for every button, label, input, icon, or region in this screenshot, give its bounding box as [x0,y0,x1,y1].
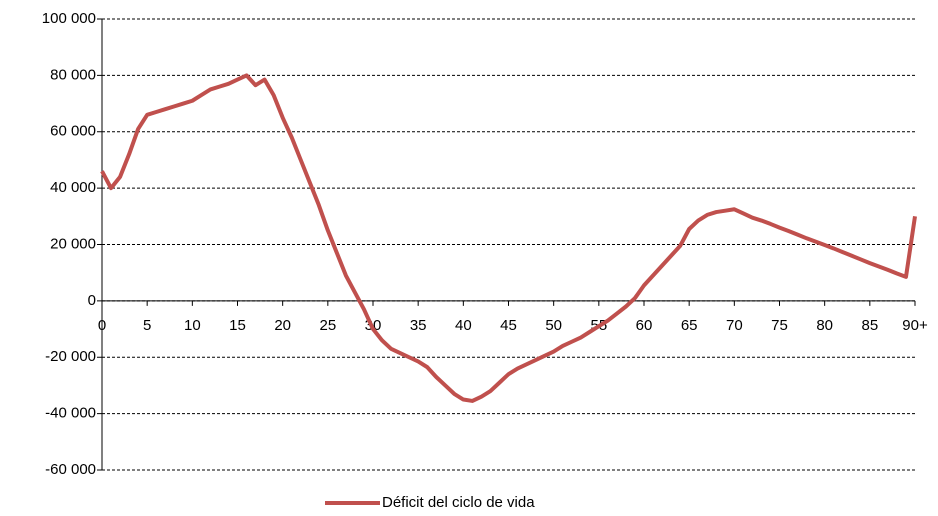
x-tick-label: 10 [184,317,201,334]
y-tick-label: 40 000 [50,179,96,196]
x-tick-label: 50 [545,317,562,334]
x-tick-label: 35 [410,317,427,334]
x-tick-label: 70 [726,317,743,334]
y-tick-label: 20 000 [50,235,96,252]
x-tick-label: 40 [455,317,472,334]
x-tick-label: 0 [98,317,106,334]
y-tick-label: 0 [88,292,96,309]
y-tick-label: -20 000 [45,348,96,365]
x-tick-label: 15 [229,317,246,334]
x-tick-label: 45 [500,317,517,334]
y-tick-label: 80 000 [50,66,96,83]
x-tick-label: 65 [681,317,698,334]
x-tick-label: 90+ [902,317,928,334]
y-tick-label: -40 000 [45,405,96,422]
x-tick-label: 75 [771,317,788,334]
x-tick-label: 85 [861,317,878,334]
y-tick-label: 100 000 [42,10,96,27]
x-tick-label: 80 [816,317,833,334]
x-tick-label: 60 [636,317,653,334]
y-tick-label: 60 000 [50,123,96,140]
y-tick-label: -60 000 [45,461,96,478]
x-tick-label: 20 [274,317,291,334]
x-tick-label: 25 [319,317,336,334]
data-line [100,73,917,403]
x-tick-label: 5 [143,317,151,334]
legend-label: Déficit del ciclo de vida [382,494,535,511]
